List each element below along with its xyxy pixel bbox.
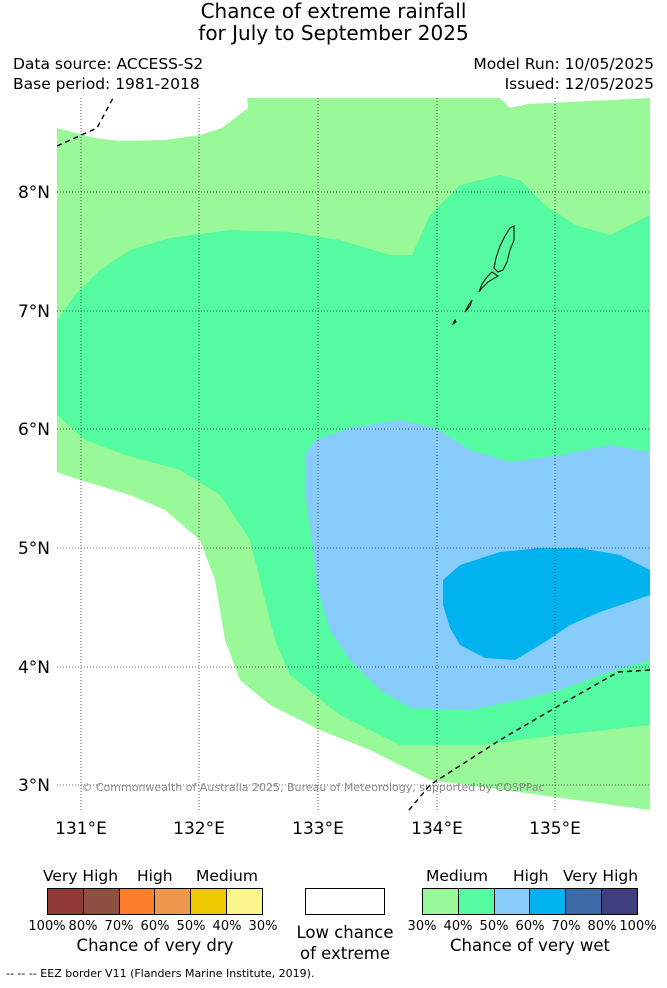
wet-tick-label: 100%	[619, 919, 657, 934]
wet-tick-label: 30%	[407, 919, 437, 934]
lon-label-135e: 135°E	[529, 819, 581, 839]
lon-label-132e: 132°E	[173, 819, 225, 839]
dry-swatch	[191, 889, 228, 914]
wet-swatch	[458, 889, 495, 914]
lon-label-134e: 134°E	[411, 819, 463, 839]
eez-footnote: -- -- -- EEZ border V11 (Flanders Marine…	[6, 967, 315, 980]
low-chance-caption-line2: of extreme	[299, 944, 391, 963]
wet-caption: Chance of very wet	[450, 936, 610, 955]
map-title-line1: Chance of extreme rainfall	[200, 0, 467, 23]
data-source: Data source: ACCESS-S2	[13, 55, 204, 73]
base-period: Base period: 1981-2018	[13, 75, 200, 93]
lon-label-133e: 133°E	[292, 819, 344, 839]
low-chance-swatch	[305, 888, 385, 915]
lat-label-7n: 7°N	[18, 302, 50, 322]
lon-label-131e: 131°E	[55, 819, 107, 839]
dry-tick-label: 100%	[28, 919, 66, 934]
dry-tick-label: 40%	[212, 919, 242, 934]
lat-label-6n: 6°N	[18, 420, 50, 440]
lat-label-8n: 8°N	[18, 183, 50, 203]
model-run: Model Run: 10/05/2025	[473, 55, 654, 73]
wet-color-bar	[422, 888, 638, 915]
dry-swatch	[227, 889, 262, 914]
dry-swatch	[119, 889, 156, 914]
dry-color-bar	[47, 888, 263, 915]
wet-tick-label: 80%	[587, 919, 617, 934]
lat-label-5n: 5°N	[18, 539, 50, 559]
dry-swatch	[48, 889, 84, 914]
wet-swatch	[494, 889, 531, 914]
dry-header-high: High	[137, 867, 173, 885]
lat-label-3n: 3°N	[18, 776, 50, 796]
low-chance-caption-line1: Low chance	[296, 923, 394, 942]
dry-caption: Chance of very dry	[76, 936, 234, 955]
wet-tick-label: 40%	[443, 919, 473, 934]
wet-tick-label: 60%	[515, 919, 545, 934]
map-title-line2: for July to September 2025	[198, 21, 469, 45]
wet-swatch	[423, 889, 459, 914]
dry-header-medium: Medium	[196, 867, 258, 885]
dry-tick-label: 30%	[248, 919, 278, 934]
wet-header-medium: Medium	[426, 867, 488, 885]
wet-tick-label: 50%	[479, 919, 509, 934]
eez-border	[56, 97, 651, 811]
dry-tick-label: 80%	[68, 919, 98, 934]
lat-label-4n: 4°N	[18, 658, 50, 678]
zone-very-high-wet-60	[443, 548, 650, 660]
rainfall-map: © Commonwealth of Australia 2025, Bureau…	[18, 97, 651, 839]
wet-swatch	[602, 889, 637, 914]
wet-swatch	[530, 889, 567, 914]
dry-swatch	[155, 889, 192, 914]
wet-header-very-high: Very High	[563, 867, 639, 885]
dry-tick-label: 50%	[176, 919, 206, 934]
dry-tick-label: 60%	[140, 919, 170, 934]
wet-swatch	[566, 889, 603, 914]
dry-header-very-high: Very High	[43, 867, 119, 885]
issued-date: Issued: 12/05/2025	[504, 75, 654, 93]
dry-tick-label: 70%	[104, 919, 134, 934]
island-outline	[451, 225, 515, 326]
wet-tick-label: 70%	[551, 919, 581, 934]
dry-swatch	[83, 889, 120, 914]
copyright-notice: © Commonwealth of Australia 2025, Bureau…	[81, 781, 544, 794]
wet-header-high: High	[513, 867, 549, 885]
